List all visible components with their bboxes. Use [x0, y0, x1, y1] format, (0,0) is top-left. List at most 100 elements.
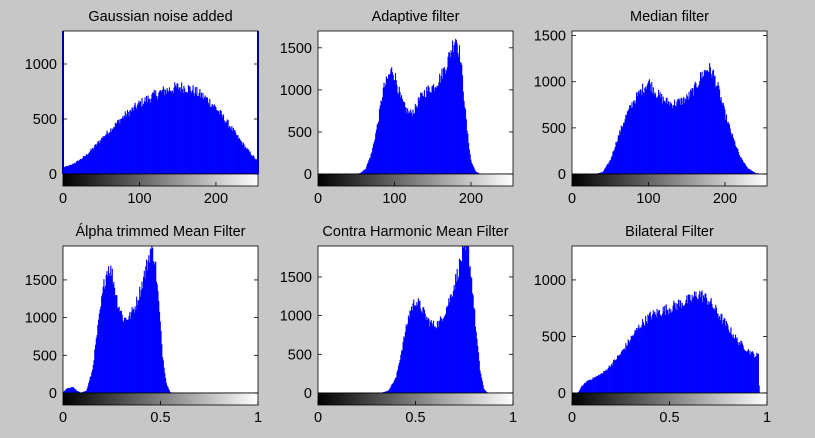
histogram-bar [690, 91, 692, 174]
histogram-bar [138, 300, 140, 393]
histogram-bar [728, 122, 730, 174]
histogram-bar [645, 89, 647, 174]
histogram-bar [442, 68, 445, 174]
histogram-bar [83, 155, 85, 174]
histogram-bar [119, 311, 121, 393]
histogram-bar [699, 297, 702, 393]
histogram-bar [71, 164, 73, 174]
histogram-bar [749, 169, 751, 174]
histogram-bar [85, 155, 87, 174]
histogram-bar [651, 82, 653, 174]
histogram-bar [86, 388, 88, 393]
histogram-bar [696, 298, 699, 393]
histogram-bar [671, 108, 673, 174]
histogram-bar [187, 85, 190, 174]
histogram-bar [74, 388, 76, 393]
histogram-bar [744, 350, 747, 393]
histogram-bar [620, 125, 622, 174]
histogram-bar [663, 100, 665, 174]
histogram-bar [737, 341, 739, 393]
histogram-bar [79, 160, 81, 174]
histogram-bar [476, 338, 478, 393]
histogram-bar [674, 303, 676, 393]
histogram-bar [652, 87, 654, 174]
histogram-bar [123, 317, 126, 393]
histogram-bar [421, 92, 423, 174]
histogram-bar [179, 87, 181, 174]
histogram-bar [231, 125, 233, 174]
histogram-bar [188, 86, 190, 174]
histogram-bar [113, 126, 115, 174]
histogram-bar [90, 376, 92, 393]
histogram-bar [458, 276, 460, 393]
histogram-bar [439, 73, 441, 174]
histogram-bar [94, 344, 97, 393]
histogram-bar [481, 377, 483, 393]
histogram-bar [101, 138, 103, 174]
histogram-bar [454, 289, 456, 393]
histogram-bar [628, 340, 630, 393]
histogram-bar [79, 392, 81, 393]
histogram-bar [251, 155, 253, 174]
histogram-bar [394, 377, 397, 393]
histogram-bar [391, 67, 393, 174]
histogram-bar [642, 322, 644, 393]
histogram-bar [117, 120, 119, 174]
histogram-bar [709, 63, 711, 174]
histogram-bar [697, 299, 699, 393]
y-tick-label: 500 [33, 112, 57, 128]
histogram-bar [676, 309, 678, 393]
histogram-bar [600, 373, 602, 393]
histogram-bar [136, 296, 138, 393]
histogram-bar [694, 295, 696, 393]
histogram-bar [631, 336, 633, 393]
histogram-bar [478, 360, 480, 393]
histogram-bar [126, 320, 129, 393]
histogram-bar [703, 76, 705, 174]
histogram-bar [243, 144, 245, 174]
histogram-bar [166, 88, 168, 174]
histogram-bar [415, 306, 417, 393]
histogram-bar [608, 365, 610, 393]
histogram-bar [86, 155, 88, 174]
histogram-bar [180, 91, 182, 174]
histogram-bar [78, 391, 80, 393]
histogram-bar [598, 374, 600, 393]
histogram-bar [594, 377, 596, 393]
histogram-bar [684, 303, 686, 393]
histogram-bar [678, 100, 680, 174]
histogram-bar [199, 88, 201, 174]
histogram-bar [159, 90, 161, 174]
histogram-bar [628, 108, 630, 174]
histogram-bar [254, 158, 256, 174]
histogram-bar [73, 163, 75, 174]
histogram-bar [586, 381, 588, 393]
histogram-bar [82, 392, 84, 393]
histogram-bar [658, 309, 660, 393]
histogram-bar [161, 344, 163, 393]
histogram-bar [616, 141, 619, 174]
histogram-bar [370, 153, 372, 174]
histogram-bar [192, 85, 194, 174]
histogram-bar [602, 171, 604, 174]
histogram-bar [454, 42, 456, 174]
histogram-bar [728, 124, 731, 174]
histogram-bar [91, 369, 94, 393]
histogram-bars [380, 246, 489, 393]
histogram-bar [245, 146, 247, 174]
histogram-bar [388, 390, 390, 393]
histogram-bar [245, 149, 247, 174]
histogram-bar [359, 172, 361, 174]
histogram-bar [701, 71, 703, 174]
histogram-bar [680, 97, 683, 174]
histogram-bar [426, 91, 429, 174]
histogram-panel-3: 0 500 1000 1500 0 100 200 Median filter [534, 9, 768, 207]
histogram-bar [624, 119, 626, 174]
histogram-bar [198, 92, 200, 174]
histogram-bar [655, 93, 657, 174]
histogram-bar [639, 89, 641, 174]
histogram-bar [366, 164, 368, 174]
histogram-bar [658, 89, 660, 174]
histogram-bar [155, 281, 158, 393]
histogram-bar [104, 135, 106, 174]
